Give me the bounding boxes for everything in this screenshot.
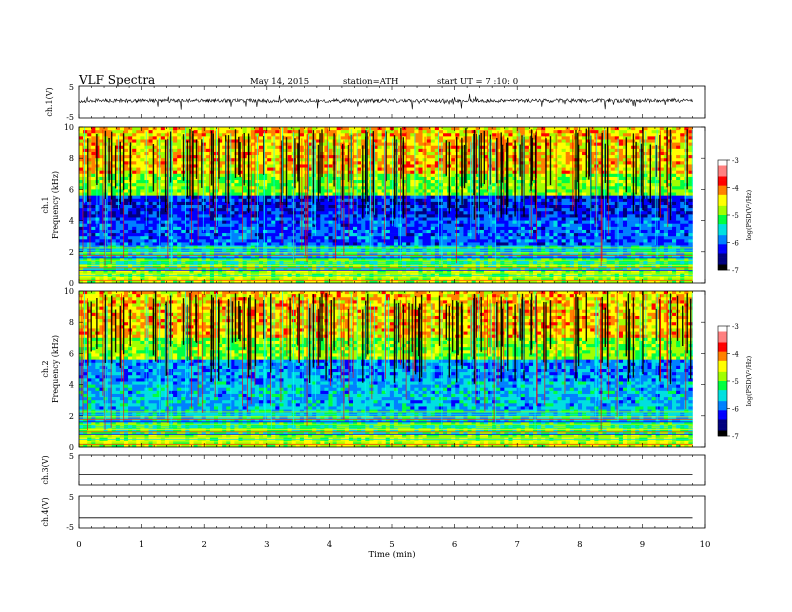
ch1-waveform-panel: 5 -5 ch.1(V) [45, 83, 706, 122]
time-tick-label: 3 [264, 540, 269, 550]
time-tick-label: 6 [452, 540, 457, 550]
ch3-waveform-ylabel: ch.3(V) [41, 455, 50, 484]
ch3-waveform-panel: 5 ch.3(V) [41, 452, 706, 486]
date-label: May 14, 2015 [250, 77, 309, 87]
colorbar-tick-label: -7 [732, 433, 739, 441]
ch1-waveform-trace [78, 93, 693, 110]
ch4-waveform-ylabel: ch.4(V) [41, 497, 50, 526]
colorbar-tick-label: -5 [732, 378, 739, 386]
colorbar-label: log(PSD(V²/Hz) [745, 355, 753, 406]
ch1-frequency-ylabel: Frequency (kHz) [51, 171, 60, 239]
ch1-frequency-tick-label: 8 [69, 154, 74, 163]
ch1-spectrogram-yticks: 0 2 4 6 8 10 [64, 123, 705, 288]
ch2-frequency-tick-label: 8 [69, 318, 74, 327]
time-tick-label: 5 [389, 540, 394, 550]
ch4-ytick-bottom: -5 [66, 523, 74, 532]
ch1-spectrogram-panel: 0 2 4 6 8 10 ch.1 Frequency (kHz) -3 -4 -5 -6 -7 l… [41, 123, 753, 288]
time-tick-label: 9 [640, 540, 645, 550]
ch4-waveform-panel: 5 -5 ch.4(V) [41, 493, 706, 532]
ch1-channel-label: ch.1 [41, 196, 50, 213]
ch2-colorbar: -3 -4 -5 -6 -7 log(PSD(V²/Hz) [717, 323, 753, 441]
time-axis-ticks: 0 1 2 3 4 5 6 7 8 9 10 [76, 86, 710, 550]
ch1-ytick-top: 5 [69, 83, 74, 92]
ch2-frequency-ylabel: Frequency (kHz) [51, 335, 60, 403]
time-tick-label: 7 [514, 540, 519, 550]
ch1-ytick-bottom: -5 [66, 113, 74, 122]
time-tick-label: 10 [700, 540, 711, 550]
ch1-spectrogram-image [79, 127, 693, 284]
ch1-colorbar: -3 -4 -5 -6 -7 log(PSD(V²/Hz) [717, 157, 753, 275]
colorbar-label: log(PSD(V²/Hz) [745, 189, 753, 240]
station-label: station=ATH [343, 77, 398, 87]
ch2-frequency-tick-label: 4 [69, 381, 74, 390]
colorbar-tick-label: -6 [732, 406, 739, 414]
ch3-waveform-frame [78, 454, 706, 486]
start-time-label: start UT = 7 :10: 0 [437, 77, 518, 87]
colorbar-tick-label: -3 [732, 157, 739, 165]
time-axis-label: Time (min) [368, 549, 415, 560]
time-tick-label: 8 [577, 540, 582, 550]
ch2-frequency-tick-label: 10 [64, 287, 74, 296]
colorbar-tick-label: -6 [732, 240, 739, 248]
ch1-waveform-ylabel: ch.1(V) [45, 87, 54, 116]
ch1-frequency-tick-label: 10 [64, 123, 74, 132]
time-tick-label: 2 [201, 540, 206, 550]
colorbar-tick-label: -5 [732, 212, 739, 220]
ch2-spectrogram-yticks: 0 2 4 6 8 10 [64, 287, 705, 452]
ch1-frequency-tick-label: 2 [69, 248, 74, 257]
time-tick-label: 4 [327, 540, 332, 550]
ch3-ytick-top: 5 [69, 452, 74, 461]
colorbar-tick-label: -4 [732, 185, 739, 193]
ch2-frequency-tick-label: 0 [69, 443, 74, 452]
colorbar-tick-label: -7 [732, 267, 739, 275]
ch2-frequency-tick-label: 2 [69, 412, 74, 421]
ch1-waveform-plot [78, 93, 693, 110]
figure-title: VLF Spectra [78, 73, 155, 87]
ch1-frequency-tick-label: 0 [69, 279, 74, 288]
ch4-waveform-frame [78, 495, 706, 529]
ch2-frequency-tick-label: 6 [69, 349, 74, 358]
colorbar-tick-label: -4 [732, 351, 739, 359]
ch2-spectrogram-image [79, 291, 693, 448]
time-tick-label: 1 [139, 540, 144, 550]
colorbar-tick-label: -3 [732, 323, 739, 331]
ch1-frequency-tick-label: 4 [69, 217, 74, 226]
ch2-channel-label: ch.2 [41, 360, 50, 377]
ch1-frequency-tick-label: 6 [69, 185, 74, 194]
time-tick-label: 0 [76, 540, 81, 550]
ch4-ytick-top: 5 [69, 493, 74, 502]
ch1-waveform-frame [78, 85, 706, 119]
ch2-spectrogram-panel: 0 2 4 6 8 10 ch.2 Frequency (kHz) -3 -4 -5 -6 -7 l… [41, 287, 753, 452]
